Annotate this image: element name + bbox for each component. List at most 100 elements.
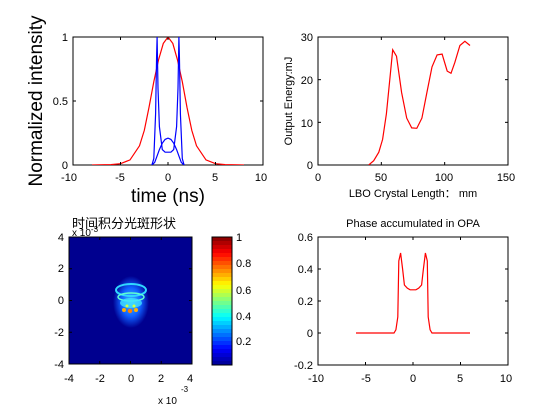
panel-bottom-right: Phase accumulated in OPA -10 -5 0 5 10 -… [294, 218, 512, 385]
colorbar-segment [212, 309, 232, 314]
xtick-label: 2 [158, 373, 164, 385]
xtick-label: 0 [315, 172, 321, 184]
xtick-label: 5 [457, 373, 463, 385]
panel-top-right: 0 50 100 150 0 10 20 30 LBO Crystal Leng… [283, 32, 515, 200]
colorbar-segment [212, 333, 232, 338]
ytick-label: 0.4 [298, 264, 313, 276]
series-lines [368, 40, 471, 165]
series-lines [356, 252, 470, 334]
colorbar [212, 237, 232, 366]
colorbar-segment [212, 253, 232, 258]
colorbar-frame [211, 236, 233, 366]
xtick-label: 10 [255, 172, 267, 184]
spot-ring [115, 283, 147, 297]
colorbar-segment [212, 281, 232, 286]
series-line [356, 252, 470, 334]
colorbar-segment [212, 289, 232, 294]
ytick-label: -2 [54, 327, 64, 339]
tick-marks [68, 236, 193, 365]
colorbar-segment [212, 341, 232, 346]
hot-spot [132, 304, 136, 308]
colorbar-segment [212, 301, 232, 306]
colorbar-segment [212, 237, 232, 242]
ytick-label: -4 [54, 359, 64, 371]
colorbar-tick-label: 0.6 [236, 285, 251, 297]
ytick-label: 0 [58, 295, 64, 307]
xtick-label: 150 [497, 172, 515, 184]
xtick-label: -10 [308, 373, 324, 385]
xtick-label: 10 [500, 373, 512, 385]
beam-spot [113, 276, 149, 328]
colorbar-segment [212, 325, 232, 330]
colorbar-segment [212, 293, 232, 298]
colorbar-segment [212, 249, 232, 254]
xtick-label: -4 [64, 373, 74, 385]
xtick-label: 5 [212, 172, 218, 184]
x-exponent-power: -3 [181, 385, 189, 394]
colorbar-segment [212, 273, 232, 278]
x-exponent-base: x 10 [158, 396, 177, 407]
hot-spot [125, 304, 129, 308]
colorbar-segment [212, 261, 232, 266]
series-lines [91, 37, 245, 165]
chart-title: Phase accumulated in OPA [346, 218, 480, 230]
ytick-label: -0.2 [294, 360, 313, 372]
ytick-label: 0.6 [298, 232, 313, 244]
series-line [368, 40, 471, 165]
colorbar-segment [212, 241, 232, 246]
y-axis-label: Normalized intensity [26, 15, 47, 187]
colorbar-segment [212, 257, 232, 262]
xtick-label: 4 [187, 373, 193, 385]
plot-area [317, 236, 509, 366]
ytick-label: 20 [301, 75, 313, 87]
ytick-label: 30 [301, 32, 313, 44]
colorbar-segment [212, 269, 232, 274]
colorbar-tick-label: 0.2 [236, 336, 251, 348]
series-line [151, 137, 185, 165]
colorbar-segment [212, 277, 232, 282]
x-axis-label: LBO Crystal Length： mm [349, 188, 477, 200]
xtick-label: 50 [375, 172, 387, 184]
colorbar-tick-label: 1 [236, 232, 242, 244]
xtick-label: -5 [115, 172, 125, 184]
colorbar-segment [212, 321, 232, 326]
hot-spot [122, 308, 126, 312]
tick-marks [317, 36, 509, 166]
colorbar-segment [212, 353, 232, 358]
ytick-label: 0 [307, 328, 313, 340]
x-exponent: x 10 [158, 396, 177, 407]
tick-marks [317, 236, 509, 366]
xtick-label: -5 [361, 373, 371, 385]
plot-area [72, 36, 264, 166]
ytick-label: 0.2 [298, 296, 313, 308]
xtick-label: 100 [435, 172, 453, 184]
ytick-label: 0 [62, 160, 68, 172]
colorbar-segment [212, 349, 232, 354]
colorbar-segment [212, 285, 232, 290]
hot-spot [127, 308, 133, 314]
hot-spot [134, 308, 138, 312]
tick-marks [72, 36, 264, 166]
colorbar-segment [212, 305, 232, 310]
colorbar-segment [212, 265, 232, 270]
y-exponent-base: x 10 [72, 228, 91, 239]
colorbar-segment [212, 345, 232, 350]
xtick-label: -2 [95, 373, 105, 385]
colorbar-segment [212, 337, 232, 342]
colorbar-segment [212, 329, 232, 334]
spot-core [120, 298, 142, 308]
ytick-label: 10 [301, 118, 313, 130]
colorbar-segment [212, 357, 232, 362]
series-line [91, 37, 245, 165]
y-axis-label: Output Energy:mJ [283, 57, 295, 146]
colorbar-segment [212, 245, 232, 250]
xtick-label: 0 [165, 172, 171, 184]
xtick-label: 0 [128, 373, 134, 385]
colorbar-tick-label: 0.4 [236, 311, 251, 323]
ytick-label: 0 [307, 160, 313, 172]
plot-area [317, 36, 509, 166]
y-exponent-power: -3 [91, 225, 99, 234]
ytick-label: 4 [58, 232, 64, 244]
colorbar-segment [212, 313, 232, 318]
